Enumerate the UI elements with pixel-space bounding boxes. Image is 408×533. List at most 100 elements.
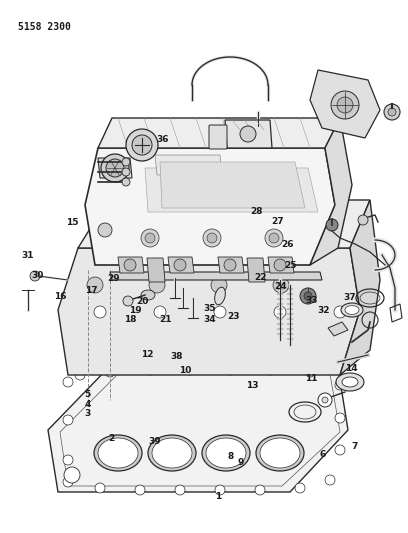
- Polygon shape: [147, 258, 165, 282]
- Circle shape: [87, 277, 103, 293]
- Polygon shape: [78, 200, 370, 248]
- Ellipse shape: [152, 438, 192, 468]
- Text: 6: 6: [319, 450, 326, 458]
- Circle shape: [388, 108, 396, 116]
- Ellipse shape: [336, 373, 364, 391]
- Text: 32: 32: [317, 306, 329, 314]
- Circle shape: [269, 233, 279, 243]
- Circle shape: [384, 104, 400, 120]
- Polygon shape: [98, 158, 132, 178]
- Circle shape: [149, 277, 165, 293]
- Polygon shape: [225, 120, 272, 148]
- Polygon shape: [247, 258, 265, 282]
- Text: 10: 10: [180, 367, 192, 375]
- Ellipse shape: [282, 237, 317, 259]
- Circle shape: [273, 277, 289, 293]
- Text: 29: 29: [107, 274, 120, 282]
- Circle shape: [255, 485, 265, 495]
- Circle shape: [64, 467, 80, 483]
- Circle shape: [185, 365, 195, 375]
- Ellipse shape: [256, 435, 304, 471]
- Ellipse shape: [102, 237, 137, 259]
- Text: 33: 33: [306, 296, 318, 305]
- Polygon shape: [155, 155, 222, 175]
- Text: 14: 14: [346, 365, 358, 373]
- Circle shape: [141, 229, 159, 247]
- Ellipse shape: [341, 303, 363, 317]
- Polygon shape: [310, 70, 380, 138]
- Circle shape: [122, 178, 130, 186]
- Text: 17: 17: [86, 286, 98, 295]
- Text: 5158 2300: 5158 2300: [18, 22, 71, 32]
- Circle shape: [274, 306, 286, 318]
- Circle shape: [75, 370, 85, 380]
- Polygon shape: [48, 368, 348, 492]
- Circle shape: [122, 158, 130, 166]
- Circle shape: [63, 415, 73, 425]
- Ellipse shape: [162, 237, 197, 259]
- Text: 9: 9: [237, 458, 244, 467]
- Text: 7: 7: [352, 442, 358, 451]
- Polygon shape: [118, 257, 144, 273]
- Ellipse shape: [202, 435, 250, 471]
- Polygon shape: [60, 374, 340, 486]
- Polygon shape: [98, 118, 340, 148]
- Circle shape: [224, 259, 236, 271]
- Circle shape: [126, 129, 158, 161]
- Text: 35: 35: [204, 304, 216, 312]
- Circle shape: [63, 377, 73, 387]
- Text: 4: 4: [84, 400, 91, 408]
- Text: 27: 27: [271, 217, 284, 226]
- Circle shape: [145, 365, 155, 375]
- Text: 16: 16: [54, 292, 67, 301]
- Ellipse shape: [222, 237, 257, 259]
- Polygon shape: [125, 233, 167, 253]
- Circle shape: [211, 277, 227, 293]
- Circle shape: [337, 97, 353, 113]
- Circle shape: [207, 233, 217, 243]
- Circle shape: [175, 485, 185, 495]
- Circle shape: [94, 306, 106, 318]
- Text: 38: 38: [170, 352, 182, 360]
- Circle shape: [123, 296, 133, 306]
- Text: 37: 37: [344, 293, 356, 302]
- Polygon shape: [310, 118, 352, 265]
- Circle shape: [326, 219, 338, 231]
- Text: 18: 18: [124, 316, 137, 324]
- Text: 12: 12: [141, 351, 153, 359]
- Circle shape: [240, 126, 256, 142]
- Ellipse shape: [94, 435, 142, 471]
- Circle shape: [225, 365, 235, 375]
- Circle shape: [105, 367, 115, 377]
- Circle shape: [30, 271, 40, 281]
- Circle shape: [63, 455, 73, 465]
- Polygon shape: [268, 257, 294, 273]
- Polygon shape: [218, 257, 244, 273]
- Text: 20: 20: [136, 297, 148, 305]
- Text: 2: 2: [108, 434, 114, 442]
- Polygon shape: [328, 322, 348, 336]
- Ellipse shape: [166, 239, 194, 256]
- Text: 36: 36: [156, 135, 169, 144]
- Circle shape: [265, 365, 275, 375]
- Polygon shape: [85, 148, 335, 265]
- Text: 24: 24: [275, 282, 287, 291]
- Circle shape: [101, 154, 129, 182]
- Ellipse shape: [286, 239, 314, 256]
- Circle shape: [122, 168, 130, 176]
- Circle shape: [305, 367, 315, 377]
- Ellipse shape: [148, 435, 196, 471]
- Circle shape: [335, 445, 345, 455]
- Text: 15: 15: [67, 219, 79, 227]
- Circle shape: [334, 306, 346, 318]
- Circle shape: [265, 229, 283, 247]
- Circle shape: [95, 483, 105, 493]
- Text: 19: 19: [129, 306, 142, 314]
- Ellipse shape: [98, 438, 138, 468]
- Circle shape: [214, 306, 226, 318]
- Polygon shape: [160, 162, 305, 208]
- Text: 3: 3: [84, 409, 91, 418]
- Circle shape: [106, 159, 124, 177]
- Ellipse shape: [226, 239, 254, 256]
- Circle shape: [300, 288, 316, 304]
